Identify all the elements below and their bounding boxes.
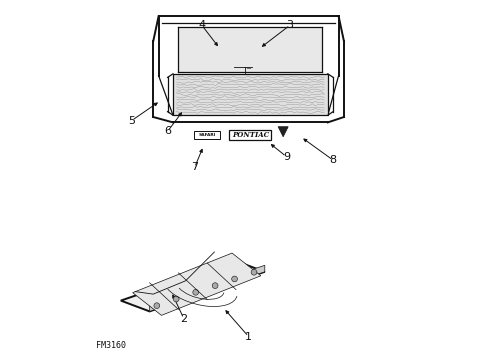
Text: FM3160: FM3160 [96,341,125,350]
Polygon shape [278,127,288,137]
Circle shape [193,289,198,295]
Text: 3: 3 [287,20,294,30]
Text: PONTIAC: PONTIAC [232,131,269,139]
Polygon shape [133,253,261,315]
Polygon shape [178,27,322,72]
FancyBboxPatch shape [229,130,271,140]
Text: ~: ~ [245,66,251,72]
Text: 8: 8 [330,155,337,165]
Circle shape [251,269,257,275]
Text: 6: 6 [164,126,171,136]
Circle shape [154,303,160,309]
Text: 4: 4 [198,20,205,30]
Text: 9: 9 [283,152,290,162]
Polygon shape [173,74,328,115]
Text: 1: 1 [245,332,252,342]
Circle shape [173,296,179,302]
Circle shape [212,283,218,288]
Text: 7: 7 [191,162,198,172]
Text: 5: 5 [128,116,135,126]
FancyBboxPatch shape [194,131,220,139]
Circle shape [232,276,238,282]
Polygon shape [121,261,265,311]
Polygon shape [149,265,265,311]
Text: 2: 2 [180,314,187,324]
Text: SAFARI: SAFARI [198,133,216,137]
